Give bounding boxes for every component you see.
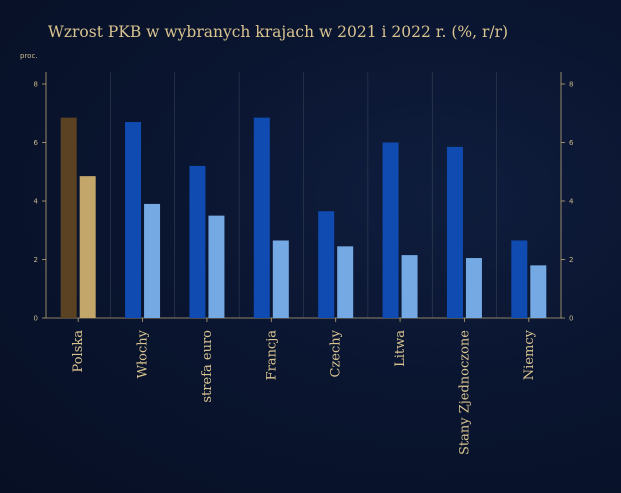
chart-title: Wzrost PKB w wybranych krajach w 2021 i … bbox=[48, 23, 508, 41]
y-tick-label-right: 6 bbox=[569, 139, 574, 147]
bar-litwa-series-2 bbox=[401, 255, 418, 318]
category-labels: Polska Włochy strefa euro Francja Czechy Litw… bbox=[71, 329, 537, 455]
category-label: Włochy bbox=[136, 329, 151, 378]
y-axis-unit-label: proc. bbox=[20, 52, 38, 60]
bar-włochy-series-1 bbox=[125, 122, 142, 319]
bar-włochy-series-2 bbox=[144, 203, 161, 318]
tick-labels: 0 0 2 2 4 4 6 6 8 8 bbox=[34, 81, 574, 323]
y-tick-label-left: 2 bbox=[34, 256, 38, 264]
bar-polska-series-2 bbox=[79, 176, 96, 318]
y-tick-label-left: 0 bbox=[34, 315, 38, 323]
bar-francja-series-2 bbox=[272, 240, 289, 318]
y-tick-label-right: 4 bbox=[569, 198, 574, 206]
bar-czechy-series-1 bbox=[318, 211, 335, 318]
y-tick-label-left: 4 bbox=[34, 198, 39, 206]
category-label: Francja bbox=[264, 330, 279, 381]
category-label: strefa euro bbox=[200, 330, 215, 403]
y-tick-label-left: 8 bbox=[34, 81, 38, 89]
bars bbox=[60, 117, 547, 319]
bar-francja-series-1 bbox=[253, 117, 270, 318]
y-tick-label-right: 8 bbox=[569, 81, 573, 89]
bar-litwa-series-1 bbox=[382, 142, 399, 318]
bar-czechy-series-2 bbox=[337, 246, 354, 318]
bar-polska-series-1 bbox=[60, 117, 77, 318]
category-label: Stany Zjednoczone bbox=[457, 330, 472, 455]
gridlines bbox=[110, 72, 497, 318]
bar-stany-zjednoczone-series-1 bbox=[446, 146, 463, 318]
y-tick-label-right: 2 bbox=[569, 256, 573, 264]
bar-stany-zjednoczone-series-2 bbox=[465, 258, 482, 318]
category-label: Czechy bbox=[329, 329, 344, 377]
bar-strefa-euro-series-2 bbox=[208, 215, 225, 318]
bar-niemcy-series-2 bbox=[530, 265, 547, 318]
category-label: Polska bbox=[71, 330, 86, 373]
bar-strefa-euro-series-1 bbox=[189, 165, 206, 318]
category-label: Niemcy bbox=[522, 329, 537, 380]
y-tick-label-right: 0 bbox=[569, 315, 573, 323]
y-tick-label-left: 6 bbox=[34, 139, 39, 147]
bar-niemcy-series-1 bbox=[511, 240, 528, 318]
category-label: Litwa bbox=[393, 330, 408, 367]
